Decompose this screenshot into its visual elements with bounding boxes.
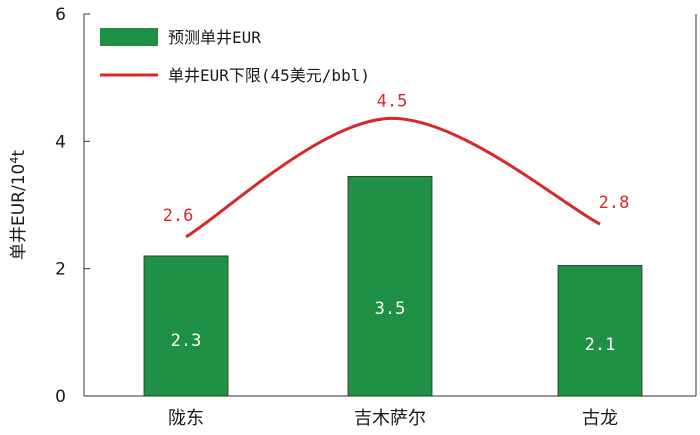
x-tick-label: 陇东 bbox=[168, 408, 204, 429]
bar-value-label: 3.5 bbox=[375, 299, 406, 319]
bar bbox=[347, 175, 433, 397]
x-tick-label: 吉木萨尔 bbox=[354, 408, 426, 429]
bar bbox=[143, 255, 229, 397]
y-tick-label: 4 bbox=[55, 132, 66, 152]
legend-bar-swatch bbox=[100, 28, 158, 46]
bar-value-label: 2.3 bbox=[171, 331, 202, 351]
bar-value-label: 2.1 bbox=[585, 335, 616, 355]
bar-value-labels: 2.3 3.5 2.1 bbox=[171, 299, 616, 355]
y-axis-label: 单井EUR/104t bbox=[8, 150, 29, 260]
bar bbox=[557, 265, 643, 397]
line-value-labels: 2.6 4.5 2.8 bbox=[163, 91, 630, 225]
legend-bar-label: 预测单井EUR bbox=[168, 28, 261, 47]
line-series bbox=[185, 116, 601, 239]
line-value-label: 2.6 bbox=[163, 206, 194, 226]
bar-series bbox=[143, 175, 643, 397]
y-ticks: 0 2 4 6 bbox=[55, 5, 90, 407]
y-tick-label: 6 bbox=[55, 5, 66, 25]
line-value-label: 2.8 bbox=[599, 193, 630, 213]
x-tick-label: 古龙 bbox=[582, 408, 618, 429]
line-value-label: 4.5 bbox=[377, 91, 408, 111]
category-labels: 陇东 吉木萨尔 古龙 bbox=[168, 408, 618, 429]
legend: 预测单井EUR 单井EUR下限(45美元/bbl) bbox=[100, 28, 370, 85]
y-tick-label: 0 bbox=[55, 387, 66, 407]
plot-area: 0 2 4 6 2.3 3.5 2.1 2.6 4.5 2.8 陇东 吉木萨尔 古龙 bbox=[55, 5, 697, 429]
legend-line-label: 单井EUR下限(45美元/bbl) bbox=[168, 66, 370, 85]
y-tick-label: 2 bbox=[55, 260, 66, 280]
